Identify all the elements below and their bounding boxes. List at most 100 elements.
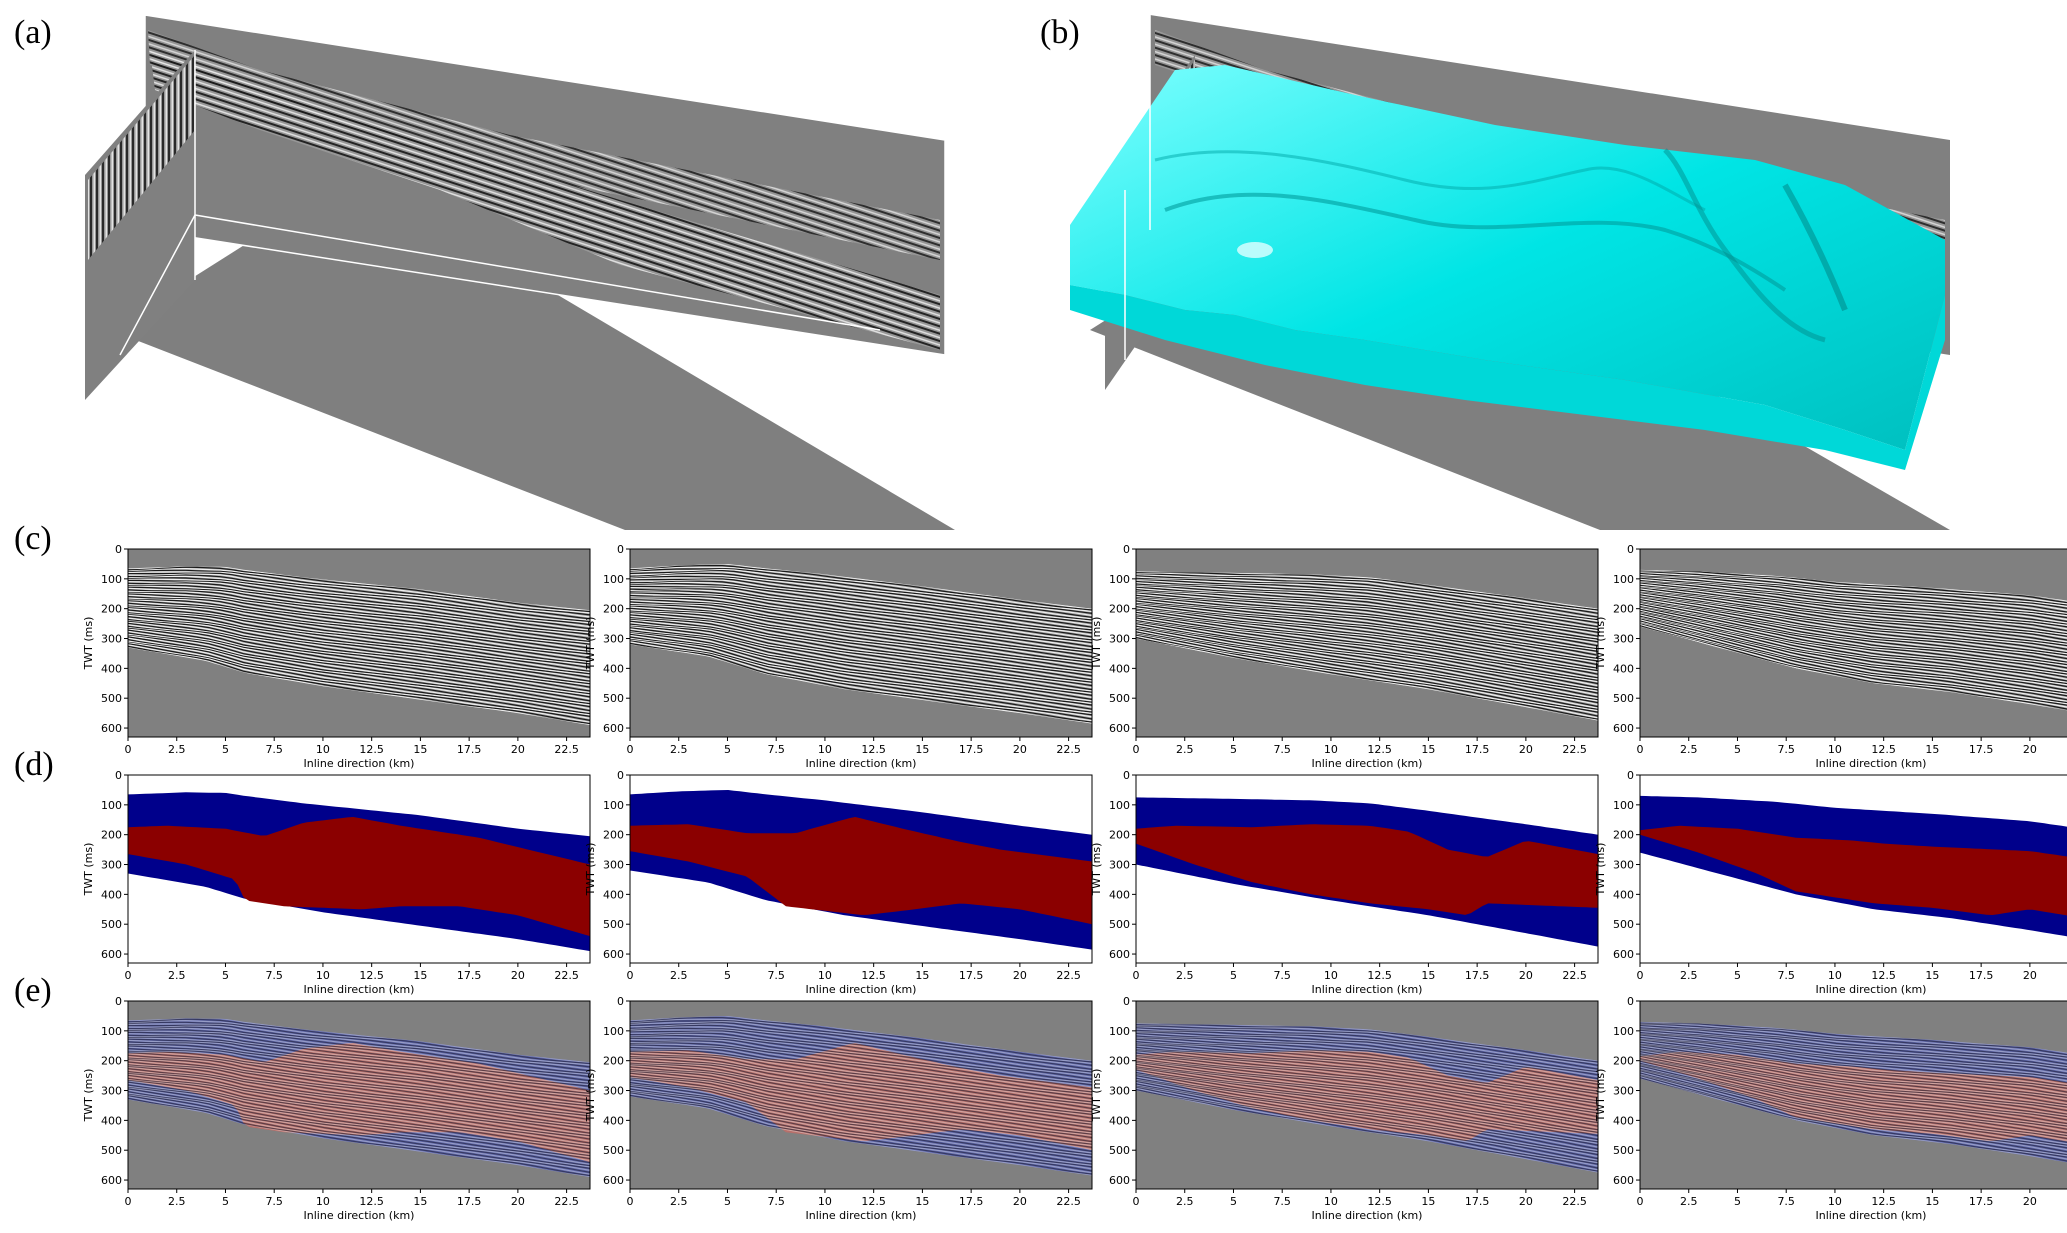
x-tick-label: 7.5 <box>265 1195 283 1208</box>
y-tick-label: 0 <box>1123 771 1130 782</box>
y-axis-label: TWT (ms) <box>82 617 95 671</box>
y-tick-label: 200 <box>603 1055 624 1068</box>
y-axis-label: TWT (ms) <box>1594 617 1607 671</box>
plot-frame <box>127 774 591 964</box>
y-tick-label: 400 <box>101 888 122 901</box>
y-tick-label: 500 <box>1109 918 1130 931</box>
y-tick-label: 600 <box>1613 948 1634 961</box>
plot-frame <box>629 1000 1093 1190</box>
panel-label-b: (b) <box>1040 14 1080 51</box>
facies-lower <box>630 817 1092 925</box>
y-tick-label: 400 <box>101 1114 122 1127</box>
y-tick-label: 500 <box>101 1144 122 1157</box>
x-tick-label: 15 <box>1925 969 1939 982</box>
y-tick-label: 300 <box>101 859 122 872</box>
y-tick-label: 600 <box>1109 722 1130 735</box>
x-tick-label: 10 <box>1828 1195 1842 1208</box>
y-tick-label: 400 <box>1109 1114 1130 1127</box>
y-tick-label: 300 <box>1109 633 1130 646</box>
y-tick-label: 600 <box>101 722 122 735</box>
y-tick-label: 400 <box>603 1114 624 1127</box>
x-tick-label: 5 <box>222 1195 229 1208</box>
x-tick-label: 22.5 <box>554 743 579 756</box>
x-tick-label: 17.5 <box>457 969 482 982</box>
x-tick-label: 15 <box>1925 1195 1939 1208</box>
x-tick-label: 17.5 <box>1969 743 1994 756</box>
y-tick-label: 600 <box>101 1174 122 1187</box>
y-tick-label: 400 <box>1613 888 1634 901</box>
y-tick-label: 200 <box>1613 829 1634 842</box>
y-tick-label: 0 <box>1627 997 1634 1008</box>
x-tick-label: 7.5 <box>1777 1195 1795 1208</box>
x-tick-label: 15 <box>413 1195 427 1208</box>
y-tick-label: 400 <box>1613 1114 1634 1127</box>
x-tick-label: 0 <box>125 743 132 756</box>
x-tick-label: 22.5 <box>1562 743 1587 756</box>
x-tick-label: 22.5 <box>554 969 579 982</box>
x-tick-label: 10 <box>316 743 330 756</box>
x-axis-label: Inline direction (km) <box>304 983 415 996</box>
x-tick-label: 7.5 <box>265 969 283 982</box>
x-tick-label: 0 <box>1637 969 1644 982</box>
x-tick-label: 12.5 <box>861 1195 886 1208</box>
y-tick-label: 400 <box>1613 662 1634 675</box>
y-tick-label: 500 <box>603 692 624 705</box>
x-tick-label: 17.5 <box>1969 1195 1994 1208</box>
y-tick-label: 200 <box>1613 1055 1634 1068</box>
x-tick-label: 10 <box>1324 743 1338 756</box>
plot-frame <box>1639 1000 2067 1190</box>
x-tick-label: 5 <box>222 969 229 982</box>
x-tick-label: 15 <box>413 743 427 756</box>
y-tick-label: 300 <box>1613 633 1634 646</box>
x-tick-label: 10 <box>1828 743 1842 756</box>
x-tick-label: 5 <box>724 1195 731 1208</box>
x-tick-label: 12.5 <box>1367 743 1392 756</box>
y-tick-label: 300 <box>1613 859 1634 872</box>
x-tick-label: 12.5 <box>861 969 886 982</box>
y-tick-label: 100 <box>603 1025 624 1038</box>
x-tick-label: 12.5 <box>359 1195 384 1208</box>
x-tick-label: 20 <box>2023 1195 2037 1208</box>
y-axis-label: TWT (ms) <box>1090 617 1103 671</box>
x-tick-label: 17.5 <box>457 1195 482 1208</box>
x-tick-label: 22.5 <box>1562 1195 1587 1208</box>
y-tick-label: 100 <box>1613 799 1634 812</box>
y-tick-label: 0 <box>115 997 122 1008</box>
x-tick-label: 17.5 <box>1465 969 1490 982</box>
x-tick-label: 12.5 <box>1367 1195 1392 1208</box>
x-tick-label: 2.5 <box>1176 743 1194 756</box>
y-tick-label: 300 <box>603 1085 624 1098</box>
x-tick-label: 12.5 <box>1871 1195 1896 1208</box>
plot-frame <box>629 548 1093 738</box>
x-axis-label: Inline direction (km) <box>806 757 917 770</box>
plot-frame <box>1135 548 1599 738</box>
panel-label-d: (d) <box>14 746 54 783</box>
y-axis-label: TWT (ms) <box>584 843 597 897</box>
y-tick-label: 100 <box>1109 799 1130 812</box>
y-tick-label: 100 <box>1109 573 1130 586</box>
x-tick-label: 5 <box>1734 1195 1741 1208</box>
x-tick-label: 20 <box>1519 743 1533 756</box>
x-tick-label: 20 <box>1519 969 1533 982</box>
x-tick-label: 5 <box>724 969 731 982</box>
x-tick-label: 7.5 <box>265 743 283 756</box>
x-tick-label: 2.5 <box>1176 1195 1194 1208</box>
x-tick-label: 7.5 <box>1273 969 1291 982</box>
x-tick-label: 20 <box>1013 1195 1027 1208</box>
x-tick-label: 0 <box>1637 1195 1644 1208</box>
x-tick-label: 20 <box>511 743 525 756</box>
x-tick-label: 20 <box>2023 969 2037 982</box>
y-tick-label: 300 <box>1109 859 1130 872</box>
x-tick-label: 2.5 <box>168 743 186 756</box>
y-tick-label: 200 <box>101 829 122 842</box>
x-tick-label: 2.5 <box>670 1195 688 1208</box>
x-tick-label: 20 <box>511 969 525 982</box>
x-tick-label: 2.5 <box>670 743 688 756</box>
y-axis-label: TWT (ms) <box>584 1069 597 1123</box>
y-tick-label: 600 <box>603 948 624 961</box>
y-axis-label: TWT (ms) <box>1090 1069 1103 1123</box>
